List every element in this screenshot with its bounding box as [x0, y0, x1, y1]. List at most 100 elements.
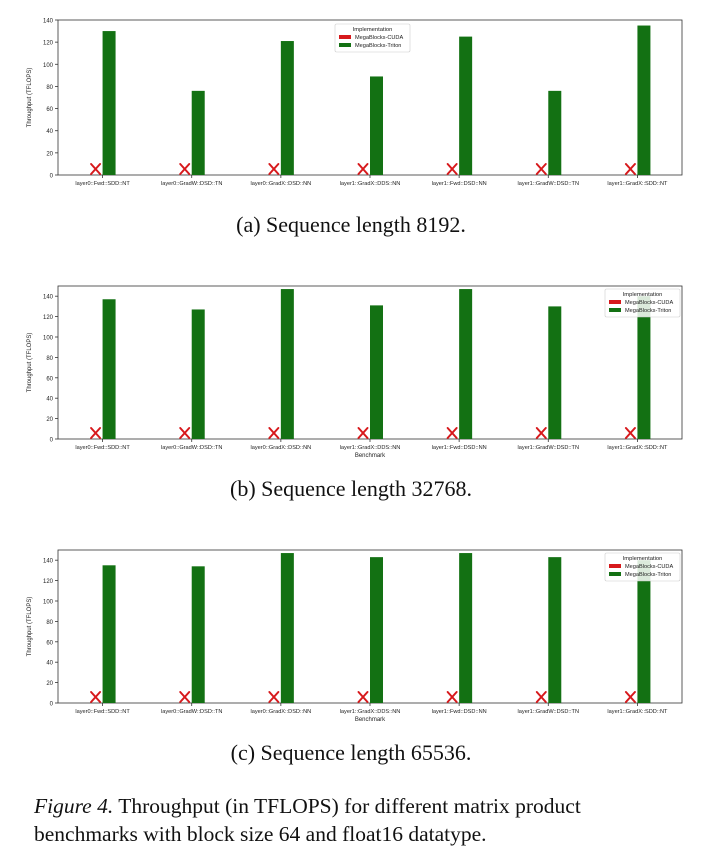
x-tick-label: layer1::GradX::DDS::NN: [340, 445, 401, 451]
x-tick-label: layer1::GradX::SDD::NT: [607, 709, 668, 715]
x-tick-label: layer1::Fwd::DSD::NN: [432, 445, 487, 451]
cuda-missing-marker: [268, 427, 280, 439]
cuda-missing-marker: [535, 427, 547, 439]
y-tick-label: 80: [46, 356, 53, 362]
cuda-missing-marker: [90, 163, 102, 175]
cuda-missing-marker: [446, 427, 458, 439]
cuda-missing-marker: [624, 427, 636, 439]
x-tick-label: layer1::Fwd::DSD::NN: [432, 181, 487, 187]
y-tick-label: 100: [43, 63, 54, 69]
y-axis-label: Throughput (TFLOPS): [27, 597, 33, 657]
x-tick-label: layer0::Fwd::SDD::NT: [75, 181, 130, 187]
x-tick-label: layer1::GradX::DDS::NN: [340, 709, 401, 715]
x-tick-label: layer0::GradW::DSD::TN: [161, 445, 222, 451]
y-tick-label: 0: [50, 702, 54, 708]
bar-triton: [637, 560, 651, 703]
x-tick-label: layer1::GradW::DSD::TN: [518, 445, 579, 451]
figure-text: Throughput (in TFLOPS) for different mat…: [34, 794, 581, 846]
chart-panel-b: 0 20 40 60 80 100 120 140 Throughput (TFLOPS) lay…: [0, 276, 702, 466]
bar-triton: [191, 90, 205, 175]
bar-triton: [459, 289, 473, 439]
y-tick-label: 60: [46, 107, 53, 113]
legend-swatch: [609, 572, 621, 576]
y-tick-label: 40: [46, 129, 53, 135]
cuda-missing-marker: [624, 691, 636, 703]
cuda-missing-marker: [357, 427, 369, 439]
x-tick-label: layer0::Fwd::SDD::NT: [75, 709, 130, 715]
legend-label: MegaBlocks-CUDA: [355, 35, 403, 41]
x-axis-label: Benchmark: [355, 717, 386, 723]
y-tick-label: 80: [46, 85, 53, 91]
legend-label: MegaBlocks-CUDA: [625, 564, 673, 570]
y-tick-label: 140: [43, 559, 54, 565]
legend-label: MegaBlocks-Triton: [355, 43, 401, 49]
cuda-missing-marker: [446, 691, 458, 703]
legend-swatch: [609, 564, 621, 568]
y-tick-label: 20: [46, 681, 53, 687]
bar-triton: [280, 41, 294, 176]
legend-swatch: [609, 308, 621, 312]
cuda-missing-marker: [268, 163, 280, 175]
legend-box: [334, 23, 411, 53]
legend-swatch: [339, 35, 351, 39]
x-tick-label: layer0::Fwd::SDD::NT: [75, 445, 130, 451]
y-axis-label: Throughput (TFLOPS): [27, 333, 33, 393]
legend-title: Implementation: [623, 556, 663, 562]
bar-triton: [637, 25, 651, 176]
bar-triton: [548, 306, 562, 439]
y-tick-label: 120: [43, 315, 54, 321]
x-tick-label: layer0::GradW::DSD::TN: [161, 181, 222, 187]
cuda-missing-marker: [179, 427, 191, 439]
cuda-missing-marker: [446, 163, 458, 175]
y-axis-label: Throughput (TFLOPS): [27, 68, 33, 128]
x-tick-label: layer0::GradX::DSD::NN: [251, 445, 312, 451]
x-tick-label: layer1::GradX::DDS::NN: [340, 181, 401, 187]
bar-triton: [370, 76, 383, 175]
legend-box: [604, 552, 681, 582]
chart-c: 0 20 40 60 80 100 120 140 Throughput (TFLOPS) lay…: [27, 549, 683, 723]
bar-triton: [102, 299, 116, 439]
x-tick-label: layer1::GradX::SDD::NT: [607, 181, 668, 187]
legend-label: MegaBlocks-Triton: [625, 572, 671, 578]
y-tick-label: 120: [43, 579, 54, 585]
cuda-missing-marker: [357, 691, 369, 703]
y-tick-label: 60: [46, 376, 53, 382]
bar-triton: [459, 553, 473, 703]
bar-triton: [191, 566, 205, 703]
x-tick-label: layer1::GradX::SDD::NT: [607, 445, 668, 451]
cuda-missing-marker: [535, 163, 547, 175]
bar-triton: [280, 553, 294, 703]
cuda-missing-marker: [179, 163, 191, 175]
legend-title: Implementation: [623, 292, 663, 298]
bar-triton: [370, 557, 383, 703]
chart-panel-a: 0 20 40 60 80 100 120 140 Throughput (TFLOPS) lay…: [0, 12, 702, 192]
bar-triton: [637, 296, 651, 439]
legend-swatch: [609, 300, 621, 304]
legend-label: MegaBlocks-CUDA: [625, 300, 673, 306]
bar-triton: [370, 305, 383, 439]
x-tick-label: layer1::Fwd::DSD::NN: [432, 709, 487, 715]
x-axis-label: Benchmark: [355, 453, 386, 459]
cuda-missing-marker: [624, 163, 636, 175]
bar-triton: [548, 557, 562, 703]
caption-b: (b) Sequence length 32768.: [230, 476, 472, 501]
caption-c: (c) Sequence length 65536.: [230, 740, 472, 765]
legend-swatch: [339, 43, 351, 47]
cuda-missing-marker: [268, 691, 280, 703]
figure-label: Figure 4.: [34, 794, 114, 818]
bar-triton: [280, 289, 294, 439]
y-tick-label: 20: [46, 417, 53, 423]
y-tick-label: 80: [46, 620, 53, 626]
bar-triton: [191, 309, 205, 439]
cuda-missing-marker: [90, 427, 102, 439]
y-tick-label: 0: [50, 438, 54, 444]
cuda-missing-marker: [179, 691, 191, 703]
cuda-missing-marker: [357, 163, 369, 175]
bar-triton: [102, 31, 116, 176]
x-tick-label: layer0::GradX::DSD::NN: [251, 709, 312, 715]
y-tick-label: 40: [46, 661, 53, 667]
legend-title: Implementation: [353, 27, 393, 33]
legend-label: MegaBlocks-Triton: [625, 308, 671, 314]
bar-triton: [459, 36, 473, 175]
x-tick-label: layer1::GradW::DSD::TN: [518, 709, 579, 715]
